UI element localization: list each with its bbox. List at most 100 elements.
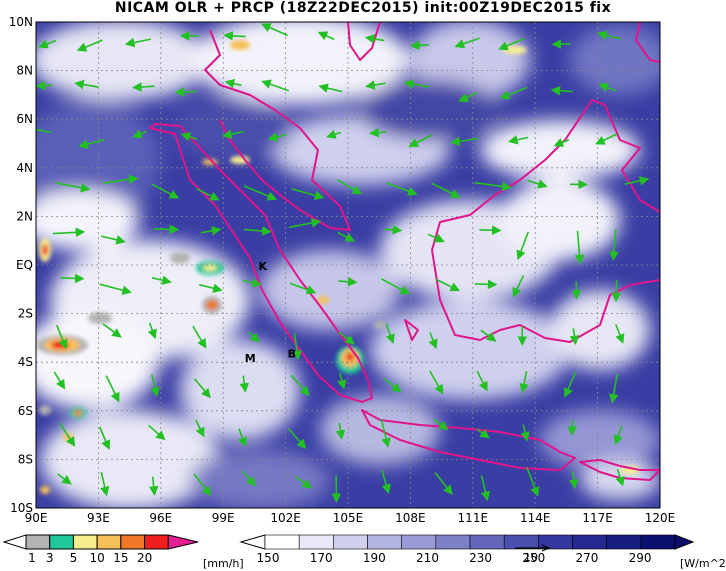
- wind-vector: [474, 181, 512, 192]
- lesser-sunda-coast: [579, 459, 660, 481]
- precip-colorbar-label: 3: [46, 551, 54, 565]
- wind-vector: [98, 426, 111, 450]
- wind-vector: [147, 322, 157, 340]
- wind-vector: [180, 132, 198, 142]
- wind-vector: [99, 283, 132, 295]
- olr-colorbar-swatch: [264, 534, 300, 550]
- lon-tick-label: 108E: [395, 511, 426, 525]
- wind-vector: [571, 281, 582, 300]
- wind-vector: [196, 187, 220, 201]
- wind-vector: [498, 37, 525, 51]
- wind-vector: [151, 275, 172, 285]
- longitude-axis: 90E 93E 96E 99E 102E 105E 108E 111E 114E 117E 120E: [25, 511, 676, 525]
- lon-tick-label: 120E: [645, 511, 676, 525]
- wind-vector: [36, 80, 53, 91]
- wind-vector: [598, 82, 617, 92]
- wind-vector: [435, 278, 461, 292]
- olr-colorbar-swatch: [332, 534, 368, 550]
- wind-vector: [569, 328, 580, 346]
- wind-vector: [52, 227, 86, 238]
- olr-colorbar-swatch: [435, 534, 471, 550]
- lat-tick-label: EQ: [16, 258, 33, 272]
- wind-vector: [100, 235, 126, 245]
- olr-colorbar-swatch: [503, 534, 539, 550]
- wind-vector: [365, 80, 386, 90]
- wind-vector: [222, 129, 245, 139]
- precip-field: [36, 40, 640, 494]
- olr-colorbar-swatch: [572, 534, 608, 550]
- olr-colorbar-label: 290: [629, 551, 652, 565]
- wind-vector: [174, 87, 197, 97]
- precip-colorbar-swatch: [72, 534, 98, 550]
- wind-vector: [148, 476, 159, 496]
- precip-colorbar-swatch: [144, 534, 169, 550]
- olr-colorbar-swatch: [537, 534, 573, 550]
- wind-vector: [337, 372, 347, 390]
- olr-colorbar-swatch: [606, 534, 642, 550]
- lon-tick-label: 114E: [520, 511, 551, 525]
- lon-tick-label: 111E: [458, 511, 489, 525]
- lat-tick-label: 4S: [18, 355, 33, 369]
- wind-vector: [337, 231, 356, 242]
- wind-vector: [569, 471, 579, 490]
- wind-vector: [195, 419, 205, 438]
- olr-colorbar-label: 230: [469, 551, 492, 565]
- wind-vector: [241, 470, 256, 487]
- wind-vector: [74, 79, 99, 90]
- wind-vector: [431, 182, 461, 198]
- wind-vector: [102, 323, 122, 338]
- lon-tick-label: 93E: [87, 511, 110, 525]
- wind-vector: [193, 473, 212, 497]
- lat-tick-label: 6S: [18, 404, 33, 418]
- wind-vector: [520, 424, 530, 442]
- wind-vector: [103, 174, 139, 185]
- wind-vector: [480, 475, 491, 502]
- place-labels: K M B: [245, 260, 296, 365]
- wind-vector: [574, 230, 585, 265]
- place-label-M: M: [245, 352, 256, 365]
- wind-vector: [60, 273, 85, 284]
- graticule: [36, 22, 660, 508]
- olr-colorbar-swatch: [469, 534, 505, 550]
- wind-vector: [474, 279, 498, 290]
- wind-vector: [433, 418, 449, 431]
- precip-colorbar-swatch: [25, 534, 51, 550]
- wind-vector: [287, 427, 307, 450]
- olr-colorbar-swatch: [298, 534, 334, 550]
- lat-tick-label: 4N: [16, 161, 33, 175]
- wind-vector: [335, 422, 346, 440]
- wind-vector: [57, 473, 72, 485]
- wind-vector: [291, 188, 325, 201]
- wind-vector: [476, 370, 488, 392]
- wind-vector: [454, 37, 480, 49]
- olr-colorbar: 150 170 190 210 230 250 270 290: [239, 534, 695, 565]
- wind-vector: [519, 371, 529, 394]
- wind-vector: [429, 370, 444, 395]
- precip-colorbar-label: 5: [70, 551, 78, 565]
- lat-tick-label: 6N: [16, 112, 33, 126]
- wind-vector: [294, 475, 312, 489]
- sulawesi-coast: [635, 22, 660, 63]
- lon-tick-label: 102E: [270, 511, 301, 525]
- wind-vector: [243, 185, 278, 201]
- wind-vector: [248, 331, 260, 343]
- wind-vector: [150, 374, 160, 397]
- wind-vector: [239, 375, 250, 393]
- reference-vector-label: 10: [524, 551, 538, 564]
- wind-vector: [386, 182, 418, 196]
- wind-vector: [615, 469, 625, 487]
- latitude-axis: 10N 8N 6N 4N 2N EQ 2S 4S 6S 8S 10S: [9, 15, 33, 515]
- wind-vector: [383, 377, 402, 393]
- wind-vector: [427, 233, 445, 243]
- lat-tick-label: 8N: [16, 64, 33, 78]
- wind-vector: [527, 179, 548, 189]
- java-coast: [361, 409, 576, 471]
- precip-colorbar: 1 3 5 10 15 20: [2, 534, 199, 565]
- olr-colorbar-label: 210: [416, 551, 439, 565]
- wind-vector: [78, 138, 105, 149]
- wind-vector: [292, 332, 302, 361]
- place-label-B: B: [288, 347, 296, 360]
- wind-vector: [381, 278, 411, 295]
- wind-vector: [434, 472, 453, 496]
